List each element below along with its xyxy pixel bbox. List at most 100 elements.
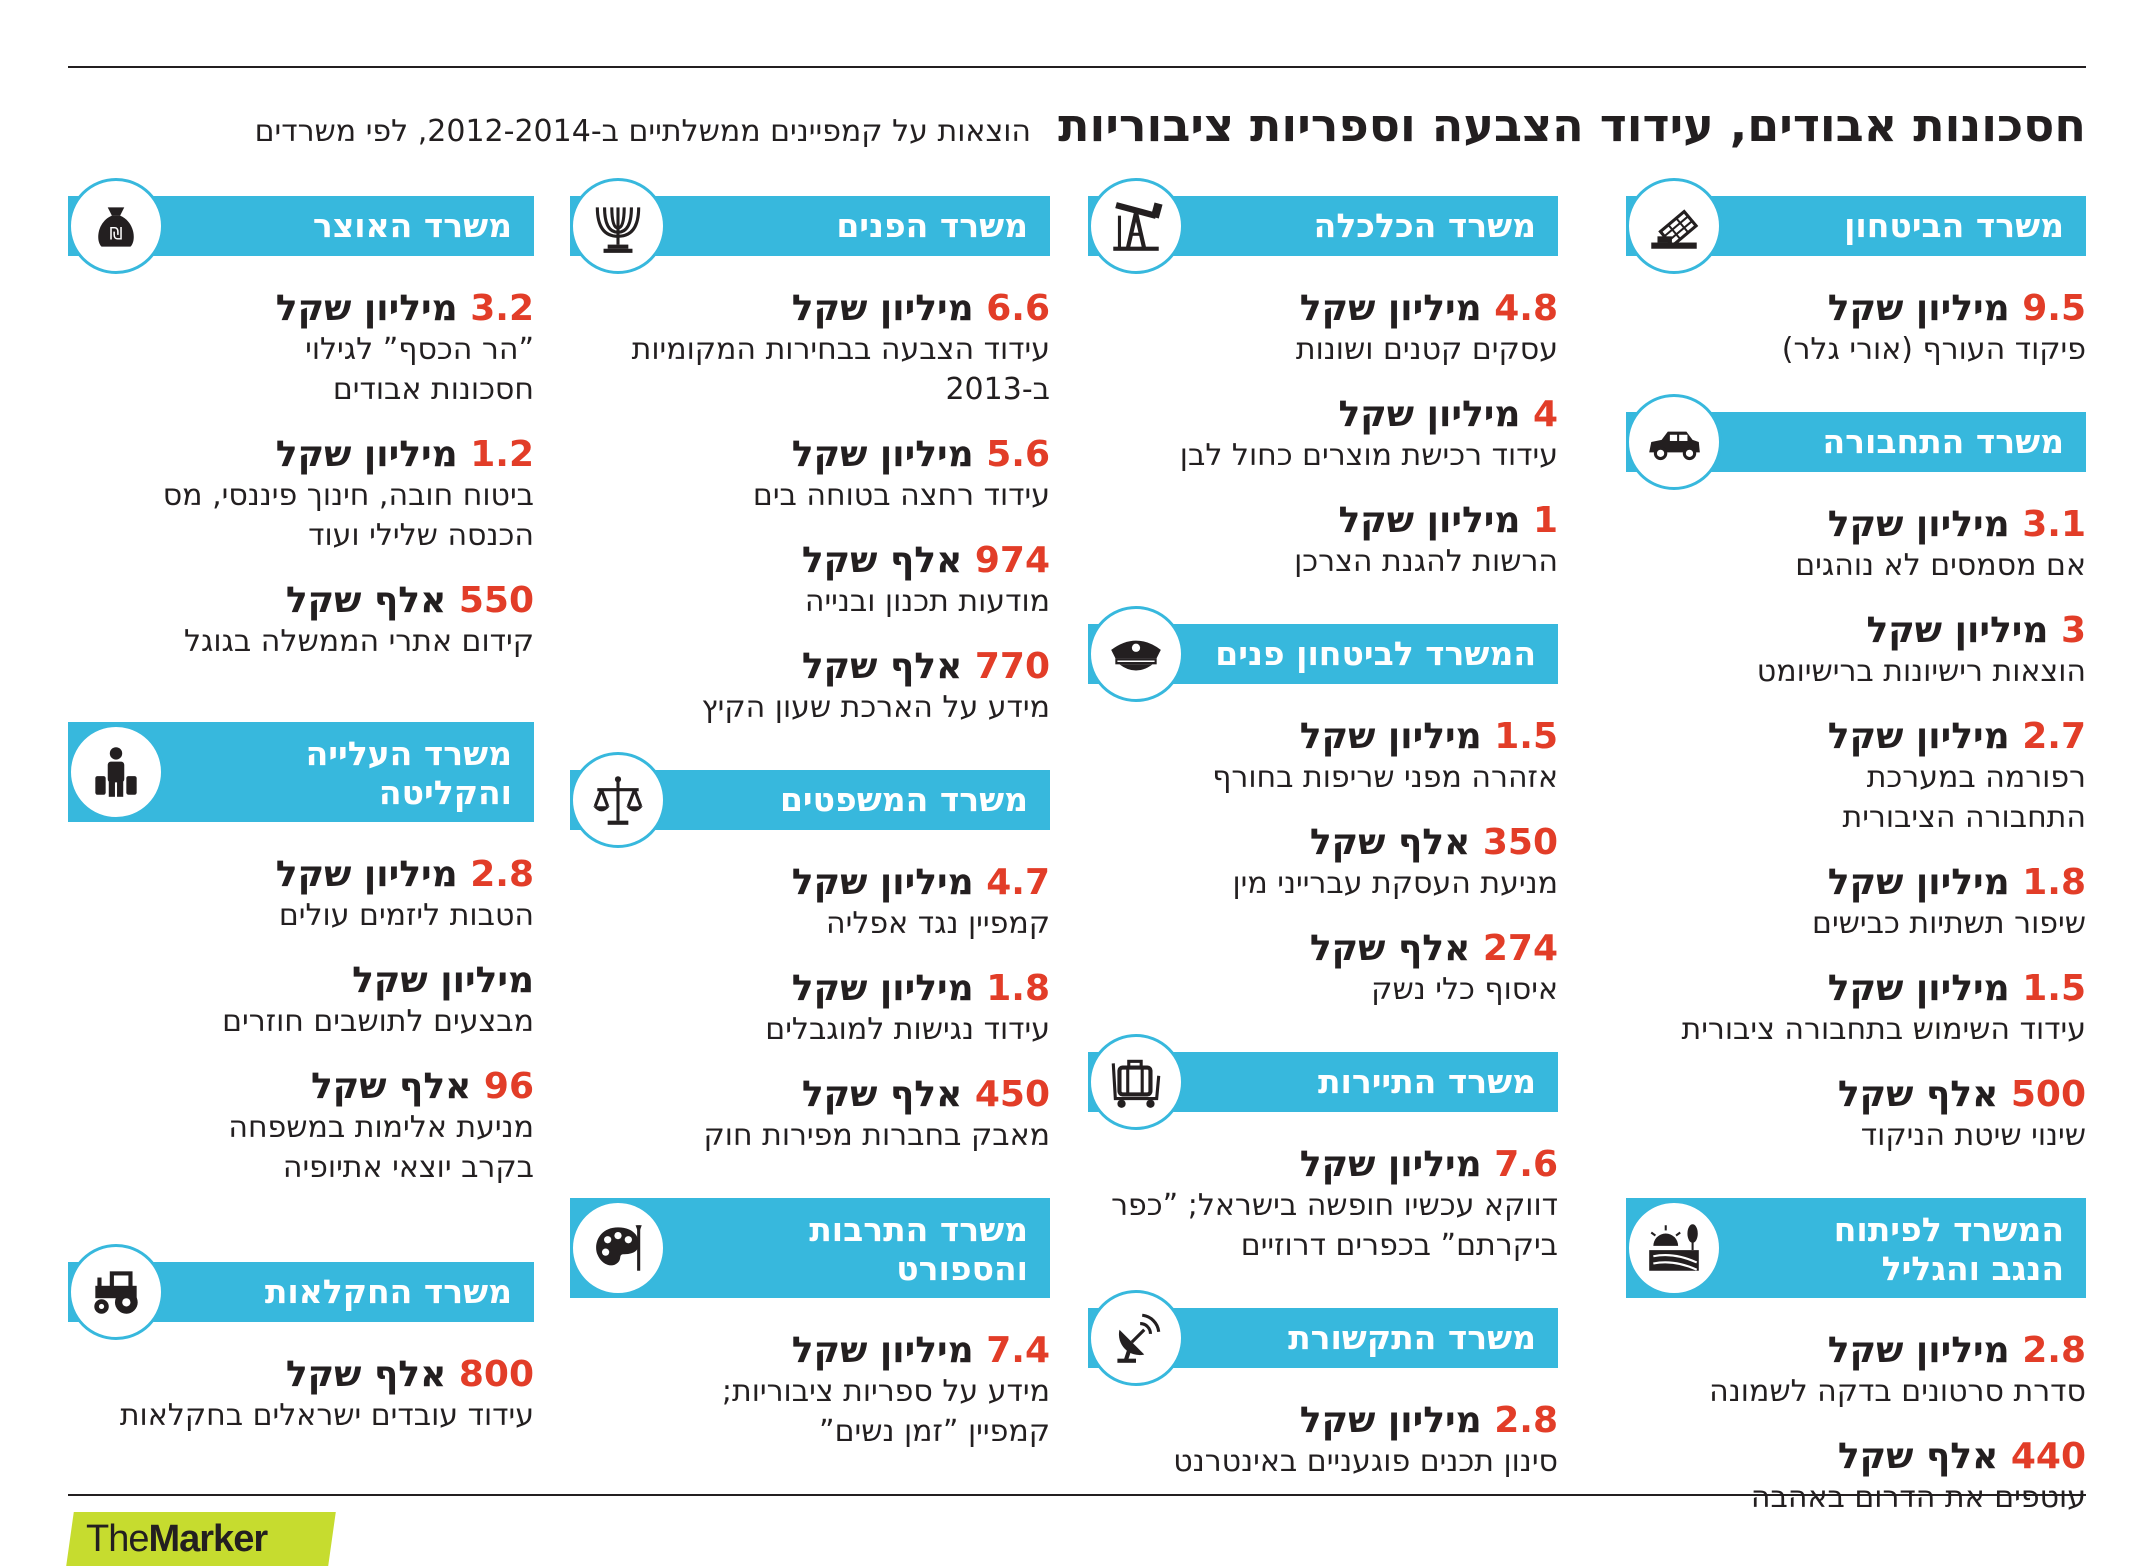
amount-number: 9.5 [2022, 288, 2086, 329]
expense-description: הרשות להגנת הצרכן [1294, 544, 1558, 579]
person-luggage-icon [68, 724, 164, 820]
expense-description: עידוד נגישות למוגבלים [765, 1012, 1050, 1047]
amount-unit: מיליון שקל [1827, 862, 2010, 903]
amount-number: 1.5 [2022, 968, 2086, 1009]
expense-item: 1.8 מיליון שקל שיפור תשתיות כבישים [1626, 862, 2086, 944]
expense-description: שיפור תשתיות כבישים [1812, 906, 2086, 941]
amount-number: 6.6 [986, 288, 1050, 329]
dept-economy: משרד הכלכלה [1088, 178, 1558, 274]
svg-text:₪: ₪ [110, 224, 123, 243]
amount-unit: אלף שקל [1837, 1074, 1999, 1115]
amount-number: 974 [974, 540, 1050, 581]
amount-unit: מיליון שקל [1827, 288, 2010, 329]
money-bag-icon: ₪ [68, 178, 164, 274]
menorah-icon [570, 178, 666, 274]
amount-number: 450 [974, 1074, 1050, 1115]
column-2: משרד הכלכלה 4.8 מיליון שקל עסקים קטנים ו… [1088, 178, 1558, 1482]
amount-unit: אלף שקל [285, 580, 447, 621]
amount-unit: מיליון שקל [1827, 716, 2010, 757]
expense-item: 800 אלף שקל עידוד עובדים ישראלים בחקלאות [68, 1354, 534, 1436]
amount-number: 550 [458, 580, 534, 621]
amount-number: 2.8 [470, 854, 534, 895]
expense-item: מיליון שקל מבצעים לתושבים חוזרים [68, 960, 534, 1042]
amount-unit: מיליון שקל [1827, 968, 2010, 1009]
expense-description: פיקוד העורף (אורי גלר) [1781, 332, 2086, 367]
amount-unit: אלף שקל [1309, 822, 1471, 863]
amount-unit: מיליון שקל [1866, 610, 2049, 651]
satellite-dish-icon [1088, 1290, 1184, 1386]
expense-item: 5.6 מיליון שקל עידוד רחצה בטוחה בים [570, 434, 1050, 516]
amount-unit: מיליון שקל [1338, 500, 1521, 541]
amount-number: 5.6 [986, 434, 1050, 475]
expense-description: איסוף כלי נשק [1371, 972, 1558, 1007]
sunrise-field-icon [1626, 1200, 1722, 1296]
expense-description: קמפיין נגד אפליה [826, 906, 1050, 941]
expense-item: 9.5 מיליון שקל פיקוד העורף (אורי גלר) [1626, 288, 2086, 370]
expense-description: דווקא עכשיו חופשה בישראל; ”כפר ביקרתם” ב… [1111, 1188, 1558, 1263]
dept-interior: משרד הפנים [570, 178, 1050, 274]
amount-number: 3.2 [470, 288, 534, 329]
car-icon [1626, 394, 1722, 490]
expense-item: 274 אלף שקל איסוף כלי נשק [1088, 928, 1558, 1010]
amount-unit: מיליון שקל [1338, 394, 1521, 435]
expense-description: קידום אתרי הממשלה בגוגל [183, 624, 534, 659]
amount-unit: מיליון שקל [1299, 1400, 1482, 1441]
expense-item: 4.7 מיליון שקל קמפיין נגד אפליה [570, 862, 1050, 944]
expense-item: 2.8 מיליון שקל סדרת סרטונים בדקה לשמונה [1626, 1330, 2086, 1412]
expense-description: ”הר הכסף” לגילוי חסכונות אבודים [305, 332, 534, 407]
header: חסכונות אבודים, עידוד הצבעה וספריות ציבו… [68, 98, 2086, 152]
dept-communications: משרד התקשורת [1088, 1290, 1558, 1386]
expense-item: 2.8 מיליון שקל סינון תכנים פוגעניים באינ… [1088, 1400, 1558, 1482]
bottom-rule [68, 1494, 2086, 1496]
amount-number: 1 [1532, 500, 1558, 541]
expense-item: 1.8 מיליון שקל עידוד נגישות למוגבלים [570, 968, 1050, 1050]
dept-justice: משרד המשפטים [570, 752, 1050, 848]
top-rule [68, 66, 2086, 68]
dept-internal-security: המשרד לביטחון פנים [1088, 606, 1558, 702]
dept-agriculture: משרד החקלאות [68, 1244, 534, 1340]
missile-launcher-icon [1626, 178, 1722, 274]
column-3: משרד הפנים 6.6 מיליון שקל עידוד הצבעה בב… [570, 178, 1050, 1452]
themarker-logo: TheMarker [66, 1512, 336, 1566]
amount-unit: מיליון שקל [791, 862, 974, 903]
amount-unit: אלף שקל [310, 1066, 472, 1107]
expense-description: מניעת אלימות במשפחה בקרב יוצאי אתיופיה [228, 1110, 534, 1185]
expense-item: 1 מיליון שקל הרשות להגנת הצרכן [1088, 500, 1558, 582]
amount-number: 440 [2010, 1436, 2086, 1477]
amount-unit: מיליון שקל [1299, 716, 1482, 757]
column-1: משרד הביטחון 9.5 מיליון שקל פיקוד העורף … [1626, 178, 2086, 1518]
expense-description: עידוד רכישת מוצרים כחול לבן [1179, 438, 1558, 473]
dept-finance: משרד האוצר ₪ [68, 178, 534, 274]
expense-description: עוטפים את הדרום באהבה [1750, 1480, 2086, 1515]
amount-unit: אלף שקל [285, 1354, 447, 1395]
amount-number: 4.8 [1494, 288, 1558, 329]
expense-description: שינוי שיטת הניקוד [1860, 1118, 2086, 1153]
expense-item: 6.6 מיליון שקל עידוד הצבעה בבחירות המקומ… [570, 288, 1050, 410]
oil-pump-icon [1088, 178, 1184, 274]
tractor-icon [68, 1244, 164, 1340]
expense-description: אזהרה מפני שריפות בחורף [1212, 760, 1558, 795]
dept-aliyah: משרד העלייה והקליטה [68, 722, 534, 822]
expense-item: 4.8 מיליון שקל עסקים קטנים ושונות [1088, 288, 1558, 370]
scales-icon [570, 752, 666, 848]
amount-unit: מיליון שקל [352, 960, 534, 1001]
amount-unit: מיליון שקל [791, 1330, 974, 1371]
expense-description: מודעות תכנון ובנייה [804, 584, 1050, 619]
expense-item: 1.2 מיליון שקל ביטוח חובה, חינוך פיננסי,… [68, 434, 534, 556]
expense-item: 1.5 מיליון שקל אזהרה מפני שריפות בחורף [1088, 716, 1558, 798]
expense-item: 450 אלף שקל מאבק בחברות מפירות חוק [570, 1074, 1050, 1156]
amount-number: 1.8 [986, 968, 1050, 1009]
amount-number: 96 [483, 1066, 534, 1107]
expense-description: סדרת סרטונים בדקה לשמונה [1709, 1374, 2086, 1409]
amount-unit: מיליון שקל [1299, 1144, 1482, 1185]
page-title: חסכונות אבודים, עידוד הצבעה וספריות ציבו… [1058, 98, 2086, 152]
amount-unit: מיליון שקל [275, 288, 458, 329]
amount-unit: מיליון שקל [791, 968, 974, 1009]
expense-item: 3.2 מיליון שקל ”הר הכסף” לגילוי חסכונות … [68, 288, 534, 410]
luggage-cart-icon [1088, 1034, 1184, 1130]
expense-description: הוצאות רישיונות ברישיומט [1756, 654, 2086, 689]
amount-unit: אלף שקל [1837, 1436, 1999, 1477]
amount-number: 770 [974, 646, 1050, 687]
expense-description: מאבק בחברות מפירות חוק [703, 1118, 1050, 1153]
amount-unit: מיליון שקל [275, 854, 458, 895]
